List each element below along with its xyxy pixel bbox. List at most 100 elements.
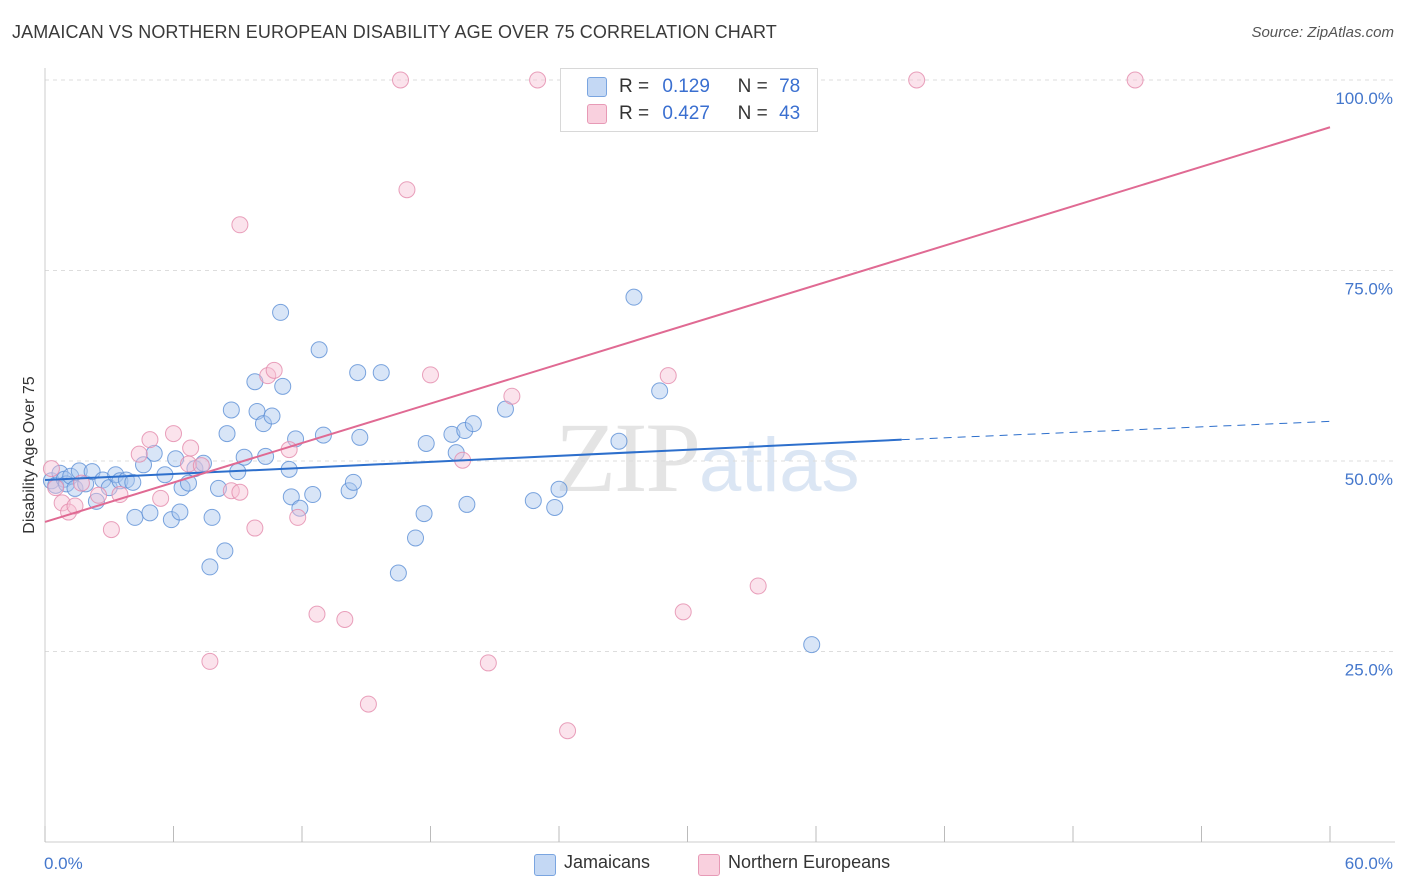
source-label: Source: ZipAtlas.com: [1251, 24, 1394, 41]
legend-n-value: 78: [779, 76, 801, 97]
y-tick-label: 25.0%: [1345, 661, 1393, 680]
point-jamaican: [141, 504, 159, 522]
point-jamaican: [415, 505, 433, 523]
watermark-atlas: atlas: [699, 423, 860, 508]
point-northern-european: [529, 71, 547, 89]
point-northern-european: [152, 489, 170, 507]
point-jamaican: [274, 377, 292, 395]
point-northern-european: [231, 483, 249, 501]
point-jamaican: [803, 636, 821, 654]
point-northern-european: [165, 425, 182, 443]
point-northern-european: [559, 722, 577, 740]
point-jamaican: [524, 492, 542, 510]
x-tick-label: 0.0%: [44, 854, 83, 873]
point-jamaican: [464, 415, 482, 433]
point-jamaican: [372, 364, 390, 382]
watermark: ZIPatlas: [555, 400, 860, 515]
point-jamaican: [135, 456, 153, 474]
point-northern-european: [231, 216, 249, 234]
legend-r-value: 0.427: [662, 103, 710, 124]
point-northern-european: [47, 479, 65, 497]
point-northern-european: [246, 519, 264, 537]
point-northern-european: [1126, 71, 1144, 89]
point-jamaican: [216, 542, 234, 560]
point-jamaican: [407, 529, 425, 547]
legend-swatch-pink: [587, 104, 607, 124]
legend-r-label: R =: [619, 76, 650, 97]
point-northern-european: [53, 494, 71, 512]
y-tick-label: 75.0%: [1345, 280, 1393, 299]
point-jamaican: [263, 407, 281, 425]
bottom-legend-label: Jamaicans: [564, 852, 651, 872]
bottom-legend-swatch-pink: [698, 854, 720, 876]
point-northern-european: [422, 366, 439, 384]
point-northern-european: [130, 445, 148, 463]
x-tick-label: 60.0%: [1345, 854, 1393, 873]
point-jamaican: [124, 473, 142, 491]
point-northern-european: [102, 521, 120, 539]
point-jamaican: [222, 401, 240, 419]
point-northern-european: [222, 482, 240, 500]
point-jamaican: [349, 364, 367, 382]
y-tick-label: 100.0%: [1335, 89, 1393, 108]
point-jamaican: [417, 434, 435, 452]
point-jamaican: [340, 482, 358, 500]
point-northern-european: [674, 603, 692, 621]
point-jamaican: [550, 480, 568, 498]
point-jamaican: [610, 432, 628, 450]
point-northern-european: [141, 431, 159, 449]
point-jamaican: [107, 466, 125, 484]
point-jamaican: [651, 382, 669, 400]
point-northern-european: [479, 654, 497, 672]
point-northern-european: [908, 71, 926, 89]
point-northern-european: [503, 387, 521, 405]
point-jamaican: [203, 508, 221, 526]
point-jamaican: [458, 495, 476, 513]
y-axis-label: Disability Age Over 75: [21, 376, 38, 534]
point-jamaican: [304, 486, 322, 504]
point-jamaican: [126, 508, 144, 526]
point-northern-european: [659, 367, 677, 385]
point-jamaican: [310, 341, 328, 359]
point-jamaican: [625, 288, 643, 306]
point-northern-european: [42, 460, 60, 478]
point-northern-european: [265, 361, 283, 379]
point-jamaican: [145, 444, 163, 462]
point-jamaican: [314, 426, 332, 444]
bottom-legend-label: Northern Europeans: [728, 852, 891, 872]
point-jamaican: [389, 564, 407, 582]
watermark-zip: ZIP: [555, 402, 701, 513]
trendline-jamaicans: [44, 438, 902, 482]
point-northern-european: [398, 181, 416, 199]
legend-r-label: R =: [619, 103, 650, 124]
point-northern-european: [90, 486, 108, 504]
point-jamaican: [351, 428, 369, 446]
trendline-northern-europeans: [44, 126, 1331, 523]
point-jamaican: [546, 498, 564, 516]
point-northern-european: [392, 71, 410, 89]
legend-n-label: N =: [737, 103, 768, 124]
point-jamaican: [167, 450, 185, 468]
chart-title: JAMAICAN VS NORTHERN EUROPEAN DISABILITY…: [12, 22, 777, 42]
point-jamaican: [209, 479, 227, 497]
point-northern-european: [308, 605, 326, 623]
point-jamaican: [194, 454, 212, 472]
legend-n-label: N =: [737, 76, 768, 97]
legend-r-value: 0.129: [662, 76, 710, 97]
point-northern-european: [359, 695, 377, 713]
legend-n-value: 43: [779, 103, 801, 124]
legend-swatch-blue: [587, 77, 607, 97]
point-northern-european: [749, 577, 767, 595]
point-jamaican: [456, 422, 474, 440]
point-jamaican: [282, 488, 300, 506]
point-jamaican: [218, 425, 236, 443]
point-northern-european: [336, 610, 354, 628]
point-jamaican: [201, 558, 219, 576]
point-northern-european: [182, 439, 200, 457]
trendline-jamaicans-extension: [901, 420, 1331, 441]
point-jamaican: [443, 425, 461, 443]
bottom-legend-swatch-blue: [534, 854, 556, 876]
point-jamaican: [344, 473, 362, 491]
y-tick-label: 50.0%: [1345, 470, 1393, 489]
